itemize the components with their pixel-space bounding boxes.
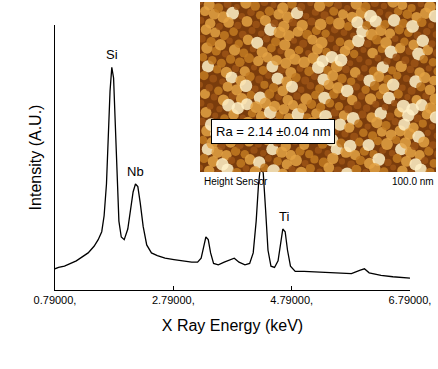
svg-text:0.79000,: 0.79000, — [34, 294, 77, 306]
svg-text:Intensity (A.U.): Intensity (A.U.) — [27, 105, 44, 211]
svg-text:X Ray Energy (keV): X Ray Energy (keV) — [162, 317, 303, 334]
svg-text:4.79000,: 4.79000, — [270, 294, 313, 306]
svg-text:2.79000,: 2.79000, — [152, 294, 195, 306]
svg-text:100.0 nm: 100.0 nm — [392, 176, 434, 187]
svg-text:Ra = 2.14 ±0.04 nm: Ra = 2.14 ±0.04 nm — [216, 124, 330, 139]
svg-text:Height Sensor: Height Sensor — [204, 176, 268, 187]
svg-text:Si: Si — [106, 47, 118, 62]
svg-text:6.79000,: 6.79000, — [389, 294, 432, 306]
svg-text:Ti: Ti — [279, 209, 289, 224]
svg-text:Nb: Nb — [127, 164, 144, 179]
